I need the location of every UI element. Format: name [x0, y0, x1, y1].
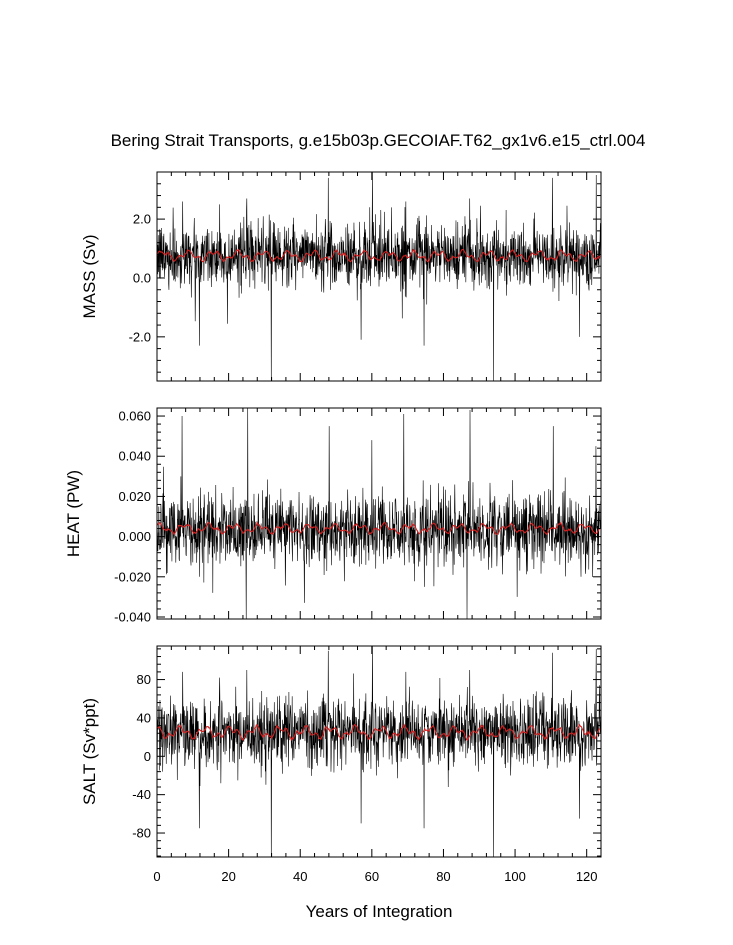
- panel-frame: [156, 645, 602, 858]
- y-tick-label: 2.0: [133, 212, 151, 227]
- y-tick-label: 80: [137, 672, 151, 687]
- annual-mean-line: [156, 248, 601, 263]
- x-tick-label: 20: [221, 869, 235, 884]
- monthly-series-line: [156, 171, 601, 382]
- y-tick-label: 40: [137, 710, 151, 725]
- y-tick-label: 0: [144, 749, 151, 764]
- chart-title: Bering Strait Transports, g.e15b03p.GECO…: [111, 131, 646, 150]
- y-axis-label: SALT (Sv*ppt): [80, 698, 99, 805]
- y-tick-label: 0.040: [118, 449, 151, 464]
- panel-frame: [156, 171, 602, 382]
- panel-1: -0.040 -0.020 0.000 0.020 0.040 0.060 HEAT (PW…: [64, 407, 602, 624]
- panels: -2.0 0.0 2.0 MASS (Sv) -0.040 -0.020 0.000 0.02…: [64, 171, 602, 858]
- monthly-series-line: [156, 407, 601, 620]
- x-tick-label: 120: [576, 869, 598, 884]
- x-axis-label: Years of Integration: [306, 902, 453, 921]
- y-tick-label: -40: [132, 787, 151, 802]
- panel-0: -2.0 0.0 2.0 MASS (Sv): [80, 171, 602, 382]
- x-tick-label: 80: [436, 869, 450, 884]
- y-axis-label: HEAT (PW): [64, 470, 83, 557]
- y-axis-label: MASS (Sv): [80, 234, 99, 318]
- x-tick-label: 40: [293, 869, 307, 884]
- x-tick-label: 60: [365, 869, 379, 884]
- panel-frame: [156, 407, 602, 620]
- x-tick-label: 0: [153, 869, 160, 884]
- x-axis: 0 20 40 60 80 100 120: [153, 869, 597, 884]
- x-tick-label: 100: [504, 869, 526, 884]
- y-tick-label: 0.000: [118, 529, 151, 544]
- panel-2: -80 -40 0 40 80 SALT (Sv*ppt): [80, 645, 602, 858]
- y-tick-label: -0.040: [114, 609, 151, 624]
- y-tick-label: 0.020: [118, 489, 151, 504]
- y-tick-label: -80: [132, 826, 151, 841]
- annual-mean-line: [156, 521, 601, 536]
- annual-mean-line: [156, 723, 601, 742]
- y-tick-label: 0.0: [133, 270, 151, 285]
- monthly-series-line: [156, 645, 601, 858]
- y-tick-label: -2.0: [129, 329, 151, 344]
- y-tick-label: 0.060: [118, 409, 151, 424]
- y-tick-label: -0.020: [114, 569, 151, 584]
